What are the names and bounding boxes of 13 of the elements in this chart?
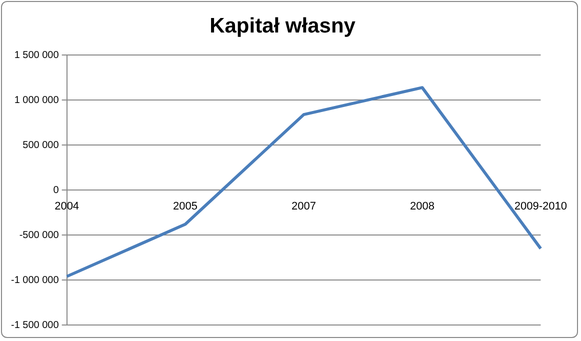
y-tick-label: 1 000 000 xyxy=(14,94,60,106)
y-tick-label: -1 000 000 xyxy=(10,274,60,286)
x-tick-label: 2004 xyxy=(54,200,80,213)
y-tick-label: 500 000 xyxy=(22,140,60,151)
x-tick-label: 2005 xyxy=(173,200,198,213)
x-tick-label: 2008 xyxy=(410,200,434,213)
y-tick-label: -1 500 000 xyxy=(10,320,60,331)
y-tick-label: 1 500 000 xyxy=(14,50,60,61)
x-tick-label: 2009-2010 xyxy=(514,200,567,213)
y-tick-label: -500 000 xyxy=(19,230,60,241)
x-tick-label: 2007 xyxy=(292,200,316,213)
chart-title: Kapitał własny xyxy=(210,14,356,38)
y-tick-label: 0 xyxy=(53,184,60,196)
